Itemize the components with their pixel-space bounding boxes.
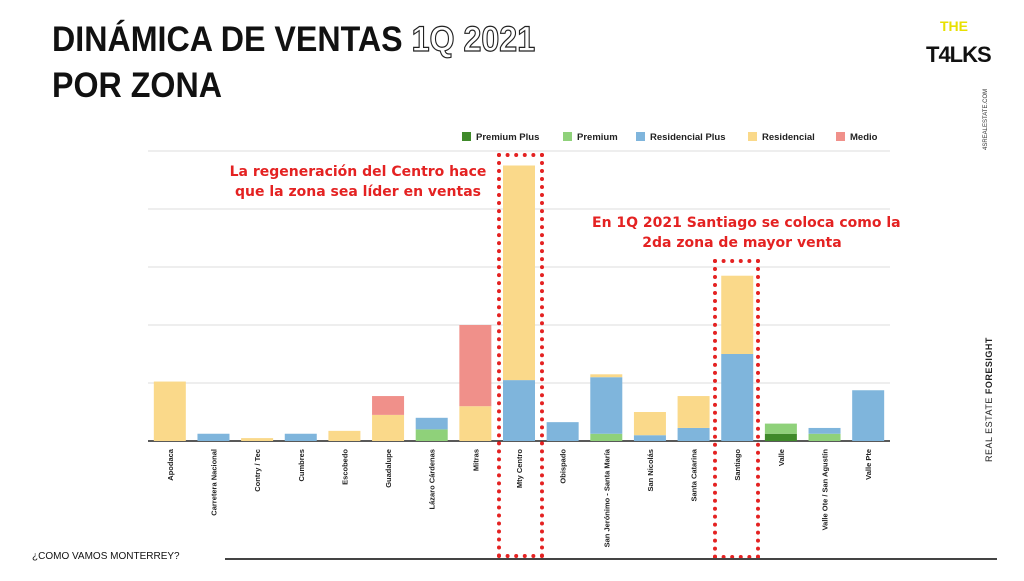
footer-divider — [225, 558, 997, 560]
bar-lazaro-cardenas-premium — [415, 429, 448, 441]
legend-swatch-premium — [563, 132, 572, 141]
x-tick-label-san-nicolas: San Nicolás — [646, 449, 655, 492]
bar-mitras-medio — [459, 325, 492, 407]
x-tick-label-valle-ote-san-agustin: Valle Ote / San Agustín — [821, 449, 830, 531]
x-tick-label-mty-centro: Mty Centro — [515, 449, 524, 489]
legend-swatch-residencial — [748, 132, 757, 141]
logo-the: THE — [940, 18, 968, 34]
bar-santa-catarina-residencial — [677, 396, 710, 428]
bar-santa-catarina-residencial-plus — [677, 427, 710, 441]
bar-santiago-residencial — [721, 275, 754, 354]
x-tick-label-guadalupe: Guadalupe — [384, 449, 393, 488]
bar-san-nicolas-residencial-plus — [633, 435, 666, 441]
page-title: DINÁMICA DE VENTAS 1Q 2021 — [52, 19, 536, 60]
x-tick-label-valle-pte: Valle Pte — [864, 449, 873, 480]
bar-san-jeronimo-santa-maria-residencial-plus — [590, 377, 623, 434]
x-tick-label-cumbres: Cumbres — [297, 449, 306, 482]
x-tick-label-obispado: Obispado — [559, 449, 568, 484]
x-tick-label-lazaro-cardenas: Lázaro Cárdenas — [428, 449, 437, 509]
x-tick-label-carretera-nacional: Carretera Nacional — [209, 449, 218, 516]
x-tick-label-mitras: Mitras — [471, 449, 480, 471]
legend-label-residencial: Residencial — [762, 132, 815, 143]
bar-cumbres-residencial-plus — [284, 433, 317, 441]
bar-escobedo-residencial — [328, 430, 361, 441]
bar-obispado-residencial-plus — [546, 422, 579, 441]
bar-guadalupe-residencial — [372, 414, 405, 441]
bar-santiago-residencial-plus — [721, 354, 754, 441]
bar-valle-premium-plus — [764, 433, 797, 441]
legend-swatch-residencial-plus — [636, 132, 645, 141]
highlight-box-santiago — [713, 259, 760, 559]
bar-mty-centro-residencial — [503, 165, 535, 381]
legend-swatch-premium-plus — [462, 132, 471, 141]
bar-valle-pte-residencial-plus — [852, 390, 885, 441]
bar-mitras-residencial — [459, 406, 492, 441]
the-talks-logo: THE T4LKS — [926, 18, 992, 98]
footer-text: ¿COMO VAMOS MONTERREY? — [32, 551, 180, 562]
x-tick-label-san-jeronimo-santa-maria: San Jerónimo - Santa María — [602, 448, 611, 547]
bar-san-jeronimo-santa-maria-residencial — [590, 374, 623, 378]
highlight-box-mty-centro — [497, 153, 544, 558]
x-tick-label-valle: Valle — [777, 449, 786, 466]
legend-label-premium-plus: Premium Plus — [476, 132, 539, 143]
annotation-centro-line2: que la zona sea líder en ventas — [235, 184, 481, 200]
legend-label-residencial-plus: Residencial Plus — [650, 132, 726, 143]
bar-valle-ote-san-agustin-premium — [808, 433, 841, 441]
bar-apodaca-residencial — [153, 381, 186, 441]
annotation-centro-line1: La regeneración del Centro hace — [229, 164, 487, 180]
logo-t4lks: T4LKS — [926, 42, 992, 67]
annotation-santiago-line2: 2da zona de mayor venta — [642, 235, 842, 251]
x-tick-label-santiago: Santiago — [733, 449, 742, 481]
x-tick-label-contry-tec: Contry / Tec — [253, 449, 262, 492]
x-tick-label-apodaca: Apodaca — [166, 448, 175, 481]
bar-san-jeronimo-santa-maria-premium — [590, 433, 623, 441]
legend-label-premium: Premium — [577, 132, 618, 143]
x-tick-label-santa-catarina: Santa Catarina — [690, 448, 699, 501]
bar-contry-tec-residencial — [241, 438, 274, 441]
bar-san-nicolas-residencial — [633, 412, 666, 436]
x-tick-label-escobedo: Escobedo — [340, 449, 349, 485]
annotation-centro: La regeneración del Centro hace que la z… — [218, 162, 498, 202]
bar-lazaro-cardenas-residencial-plus — [415, 417, 448, 430]
page-subtitle: POR ZONA — [52, 66, 222, 105]
bar-valle-ote-san-agustin-residencial-plus — [808, 427, 841, 434]
title-text: DINÁMICA DE VENTAS — [52, 20, 403, 59]
legend-swatch-medio — [836, 132, 845, 141]
bar-valle-premium — [764, 423, 797, 434]
bar-carretera-nacional-residencial-plus — [197, 433, 230, 441]
annotation-santiago-line1: En 1Q 2021 Santiago se coloca como la — [592, 215, 901, 231]
title-period: 1Q 2021 — [411, 19, 536, 59]
bar-mty-centro-residencial-plus — [503, 380, 535, 441]
legend-label-medio: Medio — [850, 132, 878, 143]
annotation-santiago: En 1Q 2021 Santiago se coloca como la 2d… — [592, 213, 901, 253]
bar-guadalupe-medio — [372, 396, 405, 415]
